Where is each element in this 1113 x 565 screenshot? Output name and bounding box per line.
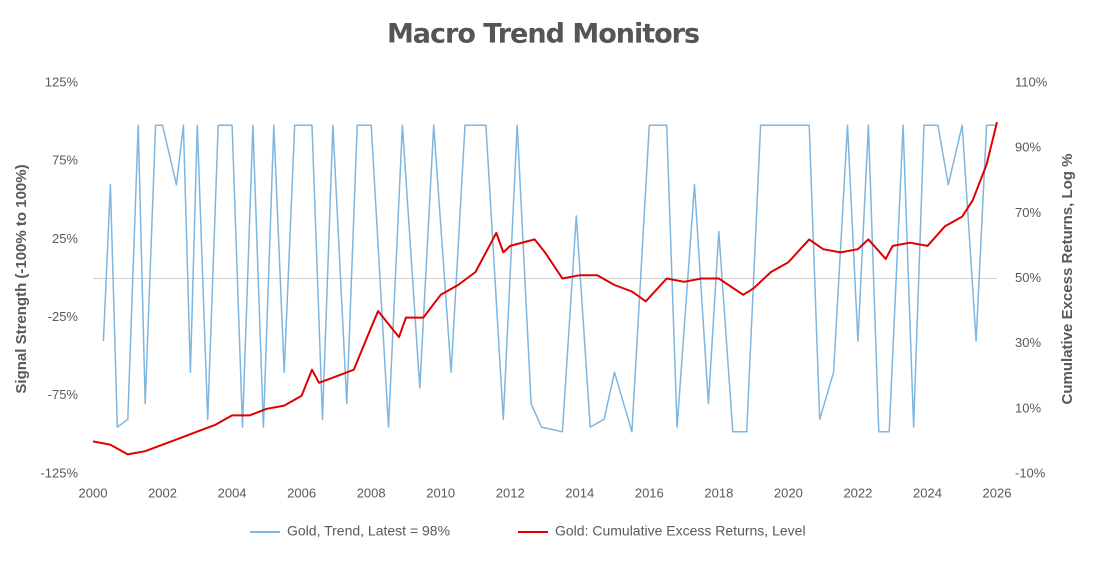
y2-tick-label: 10% bbox=[1015, 400, 1041, 415]
x-tick-label: 2002 bbox=[148, 485, 177, 500]
chart-title: Macro Trend Monitors bbox=[387, 19, 699, 50]
x-tick-label: 2020 bbox=[774, 485, 803, 500]
y2-axis-title: Cumulative Excess Returns, Log % bbox=[1059, 154, 1076, 405]
x-tick-label: 2026 bbox=[983, 485, 1012, 500]
y2-tick-label: 30% bbox=[1015, 335, 1041, 350]
x-tick-label: 2010 bbox=[426, 485, 455, 500]
x-tick-label: 2004 bbox=[218, 485, 247, 500]
x-tick-label: 2012 bbox=[496, 485, 525, 500]
y-tick-label: 75% bbox=[52, 153, 78, 168]
y-tick-label: -75% bbox=[48, 387, 79, 402]
series-line bbox=[92, 121, 998, 456]
y2-tick-label: -10% bbox=[1015, 465, 1046, 480]
x-tick-label: 2006 bbox=[287, 485, 316, 500]
x-tick-label: 2016 bbox=[635, 485, 664, 500]
y2-tick-label: 90% bbox=[1015, 140, 1041, 155]
x-tick-label: 2014 bbox=[565, 485, 594, 500]
legend-label: Gold, Trend, Latest = 98% bbox=[287, 523, 450, 539]
y-tick-label: 125% bbox=[45, 74, 79, 89]
series-line bbox=[102, 124, 997, 433]
x-tick-label: 2008 bbox=[357, 485, 386, 500]
y-axis-title: Signal Strength (-100% to 100%) bbox=[13, 164, 30, 393]
x-tick-label: 2024 bbox=[913, 485, 942, 500]
x-tick-label: 2022 bbox=[843, 485, 872, 500]
legend-label: Gold: Cumulative Excess Returns, Level bbox=[555, 523, 806, 539]
y-tick-label: -25% bbox=[48, 309, 79, 324]
x-tick-label: 2000 bbox=[79, 485, 108, 500]
y2-tick-label: 70% bbox=[1015, 205, 1041, 220]
y2-tick-label: 50% bbox=[1015, 270, 1041, 285]
y2-tick-label: 110% bbox=[1015, 74, 1048, 89]
x-tick-label: 2018 bbox=[704, 485, 733, 500]
y-tick-label: 25% bbox=[52, 231, 78, 246]
y-tick-label: -125% bbox=[40, 465, 78, 480]
